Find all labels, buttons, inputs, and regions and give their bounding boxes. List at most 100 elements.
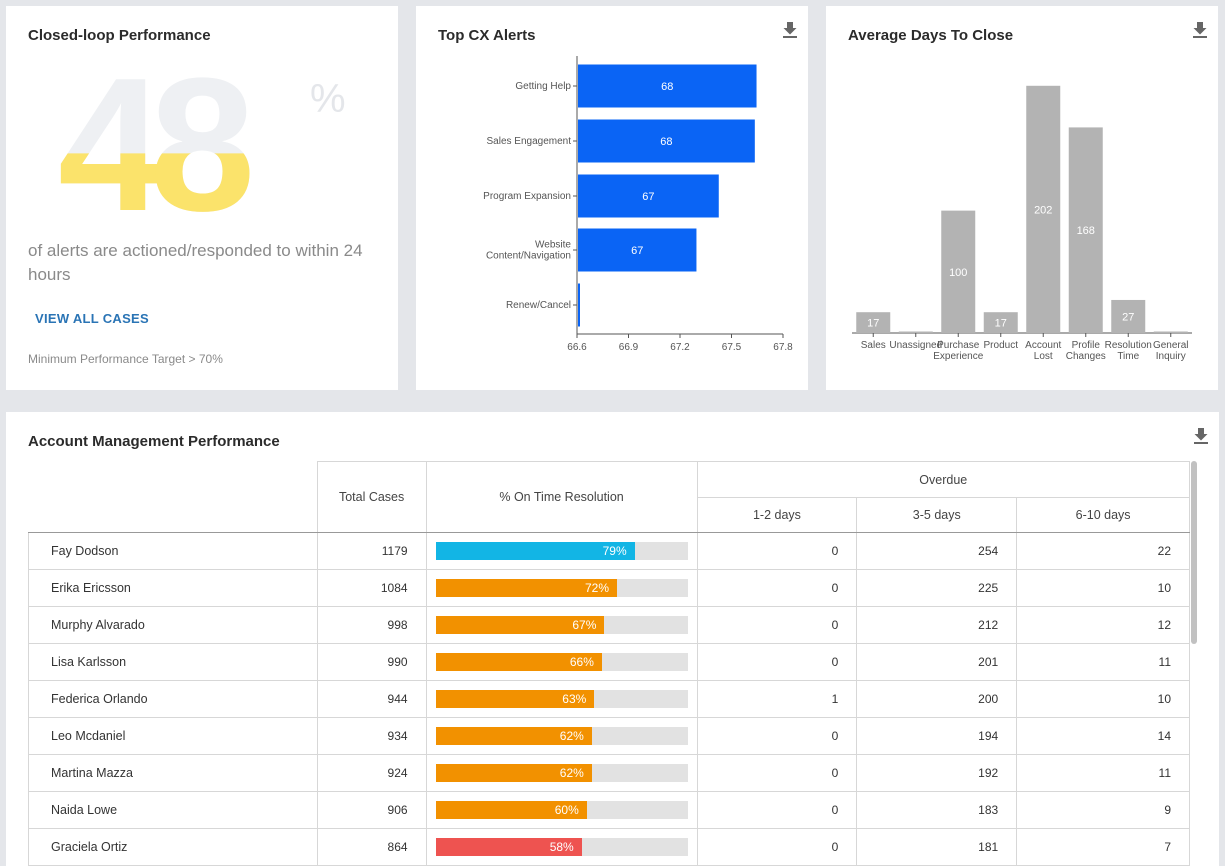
on-time-bar-track: 58% bbox=[435, 838, 688, 856]
download-icon[interactable] bbox=[782, 21, 798, 39]
on-time-bar-track: 79% bbox=[435, 542, 688, 560]
overdue-6-10-days-value: 7 bbox=[1016, 828, 1190, 866]
on-time-bar-fill: 66% bbox=[435, 653, 602, 671]
total-cases-value: 924 bbox=[316, 754, 427, 792]
category-label: Getting Help bbox=[515, 81, 571, 92]
overdue-1-2-days-value: 0 bbox=[696, 606, 858, 644]
table-row[interactable]: Fay Dodson 1179 79% 0 254 22 bbox=[28, 532, 1190, 570]
min-performance-target: Minimum Performance Target > 70% bbox=[28, 352, 223, 366]
on-time-bar-fill: 63% bbox=[435, 690, 595, 708]
on-time-bar-track: 63% bbox=[435, 690, 688, 708]
days-bar[interactable] bbox=[983, 312, 1018, 333]
overdue-3-5-days-value: 212 bbox=[856, 606, 1018, 644]
view-all-cases-link[interactable]: VIEW ALL CASES bbox=[35, 311, 149, 326]
on-time-bar-track: 72% bbox=[435, 579, 688, 597]
alert-bar[interactable] bbox=[578, 64, 757, 108]
total-cases-value: 864 bbox=[316, 828, 427, 866]
category-label: Website Content/Navigation bbox=[486, 240, 571, 262]
bar-value-label: 68 bbox=[661, 81, 673, 93]
days-bar[interactable] bbox=[941, 210, 976, 333]
agent-name: Federica Orlando bbox=[28, 680, 318, 718]
overdue-1-2-days-header[interactable]: 1-2 days bbox=[696, 497, 858, 533]
category-label: Product bbox=[984, 340, 1019, 351]
table-row[interactable]: Graciela Ortiz 864 58% 0 181 7 bbox=[28, 828, 1190, 866]
overdue-6-10-days-value: 22 bbox=[1016, 532, 1190, 570]
on-time-bar-fill: 79% bbox=[435, 542, 635, 560]
table-row[interactable]: Leo Mcdaniel 934 62% 0 194 14 bbox=[28, 717, 1190, 755]
total-cases-value: 998 bbox=[316, 606, 427, 644]
x-tick-label: 66.6 bbox=[567, 342, 587, 353]
overdue-1-2-days-value: 1 bbox=[696, 680, 858, 718]
alert-bar[interactable] bbox=[578, 228, 697, 272]
on-time-resolution-cell: 62% bbox=[425, 717, 698, 755]
overdue-3-5-days-value: 201 bbox=[856, 643, 1018, 681]
category-label: Program Expansion bbox=[483, 191, 571, 202]
days-bar[interactable] bbox=[1026, 85, 1061, 334]
table-row[interactable]: Erika Ericsson 1084 72% 0 225 10 bbox=[28, 569, 1190, 607]
on-time-resolution-cell: 62% bbox=[425, 754, 698, 792]
table-row[interactable]: Lisa Karlsson 990 66% 0 201 11 bbox=[28, 643, 1190, 681]
on-time-resolution-cell: 63% bbox=[425, 680, 698, 718]
days-bar[interactable] bbox=[856, 312, 891, 333]
closed-loop-percentage: 48 48 % bbox=[58, 62, 346, 222]
on-time-bar-fill: 58% bbox=[435, 838, 582, 856]
table-scrollbar[interactable] bbox=[1191, 461, 1197, 644]
total-cases-value: 944 bbox=[316, 680, 427, 718]
overdue-6-10-days-value: 11 bbox=[1016, 643, 1190, 681]
overdue-3-5-days-header[interactable]: 3-5 days bbox=[856, 497, 1018, 533]
table-row[interactable]: Murphy Alvarado 998 67% 0 212 12 bbox=[28, 606, 1190, 644]
on-time-resolution-cell: 58% bbox=[425, 828, 698, 866]
category-label: Sales Engagement bbox=[486, 136, 571, 147]
overdue-3-5-days-value: 183 bbox=[856, 791, 1018, 829]
agent-name: Lisa Karlsson bbox=[28, 643, 318, 681]
category-label: Account Lost bbox=[1025, 340, 1061, 362]
on-time-resolution-cell: 67% bbox=[425, 606, 698, 644]
percentage-value-bg: 48 bbox=[58, 62, 250, 222]
overdue-3-5-days-value: 192 bbox=[856, 754, 1018, 792]
overdue-1-2-days-value: 0 bbox=[696, 754, 858, 792]
on-time-resolution-cell: 60% bbox=[425, 791, 698, 829]
table-row[interactable]: Martina Mazza 924 62% 0 192 11 bbox=[28, 754, 1190, 792]
x-tick-label: 67.2 bbox=[670, 342, 690, 353]
bar-value-label: 27 bbox=[1122, 311, 1134, 323]
overdue-1-2-days-value: 0 bbox=[696, 643, 858, 681]
x-tick-label: 67.5 bbox=[722, 342, 742, 353]
on-time-resolution-header[interactable]: % On Time Resolution bbox=[425, 461, 698, 533]
avg-days-title: Average Days To Close bbox=[848, 27, 1014, 44]
category-label: Purchase Experience bbox=[933, 340, 983, 362]
category-label: Renew/Cancel bbox=[506, 300, 571, 311]
table-row[interactable]: Federica Orlando 944 63% 1 200 10 bbox=[28, 680, 1190, 718]
overdue-3-5-days-value: 181 bbox=[856, 828, 1018, 866]
agent-name: Martina Mazza bbox=[28, 754, 318, 792]
bar-value-label: 67 bbox=[642, 191, 654, 203]
overdue-6-10-days-header[interactable]: 6-10 days bbox=[1016, 497, 1190, 533]
total-cases-value: 1084 bbox=[316, 569, 427, 607]
on-time-resolution-cell: 66% bbox=[425, 643, 698, 681]
download-icon[interactable] bbox=[1192, 21, 1208, 39]
alert-bar[interactable] bbox=[578, 119, 755, 163]
top-cx-alerts-chart: Getting Help 68 Sales Engagement 68 Program … bbox=[483, 56, 793, 353]
on-time-resolution-cell: 79% bbox=[425, 532, 698, 570]
category-label: Profile Changes bbox=[1066, 340, 1106, 362]
table-row[interactable]: Naida Lowe 906 60% 0 183 9 bbox=[28, 791, 1190, 829]
download-icon[interactable] bbox=[1193, 427, 1209, 445]
agent-name: Graciela Ortiz bbox=[28, 828, 318, 866]
overdue-3-5-days-value: 200 bbox=[856, 680, 1018, 718]
account-table-body: Fay Dodson 1179 79% 0 254 22 Erika Ericsson 108… bbox=[28, 532, 1190, 866]
on-time-resolution-cell: 72% bbox=[425, 569, 698, 607]
overdue-1-2-days-value: 0 bbox=[696, 791, 858, 829]
avg-days-card: Average Days To Close 17 Sales Unassigned 1… bbox=[826, 6, 1218, 390]
alert-bar[interactable] bbox=[578, 174, 719, 218]
alert-bar[interactable] bbox=[578, 283, 580, 327]
closed-loop-description: of alerts are actioned/responded to with… bbox=[28, 241, 363, 284]
bar-value-label: 17 bbox=[867, 318, 879, 330]
days-bar[interactable] bbox=[1068, 127, 1103, 334]
total-cases-header[interactable]: Total Cases bbox=[316, 461, 427, 533]
days-bar[interactable] bbox=[1111, 299, 1146, 333]
total-cases-value: 934 bbox=[316, 717, 427, 755]
category-label: General Inquiry bbox=[1153, 340, 1189, 362]
bar-value-label: 202 bbox=[1034, 204, 1052, 216]
days-bar[interactable] bbox=[898, 331, 933, 334]
days-bar[interactable] bbox=[1153, 331, 1188, 334]
overdue-6-10-days-value: 9 bbox=[1016, 791, 1190, 829]
